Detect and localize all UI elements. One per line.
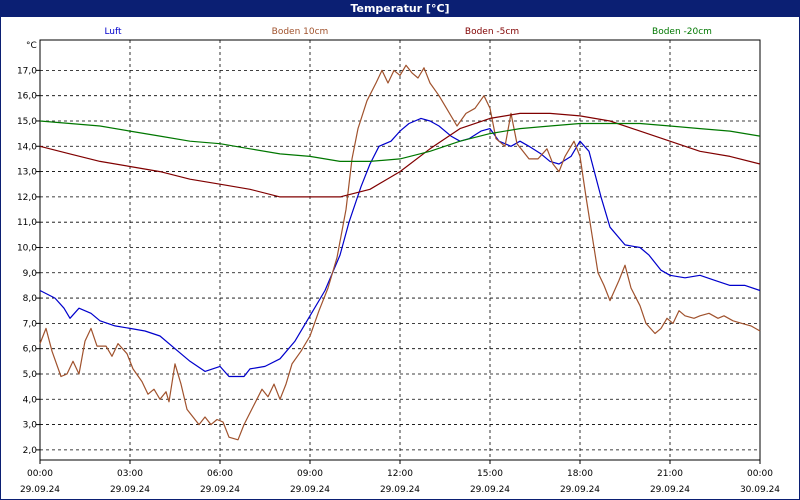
x-tick-time: 18:00 — [567, 469, 593, 479]
x-axis: 00:00 29.09.24 03:00 29.09.24 06:00 29.09.24 0… — [20, 460, 780, 495]
x-tick-date: 29.09.24 — [200, 485, 240, 495]
x-tick-date: 30.09.24 — [740, 485, 780, 495]
y-tick-label: 14,0 — [17, 142, 37, 152]
x-tick-time: 12:00 — [387, 469, 413, 479]
x-tick-time: 06:00 — [207, 469, 233, 479]
y-tick-label: 15,0 — [17, 117, 37, 127]
x-tick-date: 29.09.24 — [380, 485, 420, 495]
chart-title: Temperatur [°C] — [0, 0, 800, 17]
x-tick-date: 29.09.24 — [560, 485, 600, 495]
legend: Luft Boden 10cm Boden -5cm Boden -20cm — [104, 27, 712, 37]
y-tick-label: 11,0 — [17, 218, 37, 228]
y-tick-label: 5,0 — [23, 370, 38, 380]
x-tick-date: 29.09.24 — [650, 485, 690, 495]
x-tick-date: 29.09.24 — [290, 485, 330, 495]
y-axis-unit: °C — [26, 41, 37, 51]
x-tick-time: 15:00 — [477, 469, 503, 479]
x-tick-time: 21:00 — [657, 469, 683, 479]
y-tick-label: 4,0 — [23, 395, 38, 405]
x-tick-time: 00:00 — [747, 469, 773, 479]
y-tick-label: 13,0 — [17, 168, 37, 178]
y-tick-label: 2,0 — [23, 446, 38, 456]
y-tick-label: 12,0 — [17, 193, 37, 203]
y-tick-label: 10,0 — [17, 243, 37, 253]
legend-entry-luft: Luft — [104, 27, 122, 37]
y-tick-label: 9,0 — [23, 269, 38, 279]
y-axis: 2,0 3,0 4,0 5,0 6,0 7,0 8,0 9,0 10,0 11,0 12,0 13,0… — [17, 66, 40, 456]
series-line-boden-5cm — [39, 112, 761, 198]
series-lines — [39, 64, 761, 441]
x-tick-time: 00:00 — [27, 469, 53, 479]
x-tick-date: 29.09.24 — [470, 485, 510, 495]
y-tick-label: 6,0 — [23, 345, 38, 355]
legend-entry-boden-10cm: Boden 10cm — [272, 27, 329, 37]
y-tick-label: 16,0 — [17, 92, 37, 102]
x-tick-date: 29.09.24 — [110, 485, 150, 495]
y-tick-label: 8,0 — [23, 294, 38, 304]
series-line-boden-20cm — [39, 120, 761, 162]
x-tick-time: 09:00 — [297, 469, 323, 479]
y-tick-label: 17,0 — [17, 66, 37, 76]
series-line-boden-10cm — [39, 64, 761, 441]
y-tick-label: 3,0 — [23, 421, 38, 431]
legend-entry-boden-20cm: Boden -20cm — [652, 27, 712, 37]
series-line-luft — [39, 117, 761, 378]
grid — [40, 40, 760, 460]
legend-entry-boden-5cm: Boden -5cm — [465, 27, 519, 37]
x-tick-date: 29.09.24 — [20, 485, 60, 495]
y-tick-label: 7,0 — [23, 319, 38, 329]
x-tick-time: 03:00 — [117, 469, 143, 479]
